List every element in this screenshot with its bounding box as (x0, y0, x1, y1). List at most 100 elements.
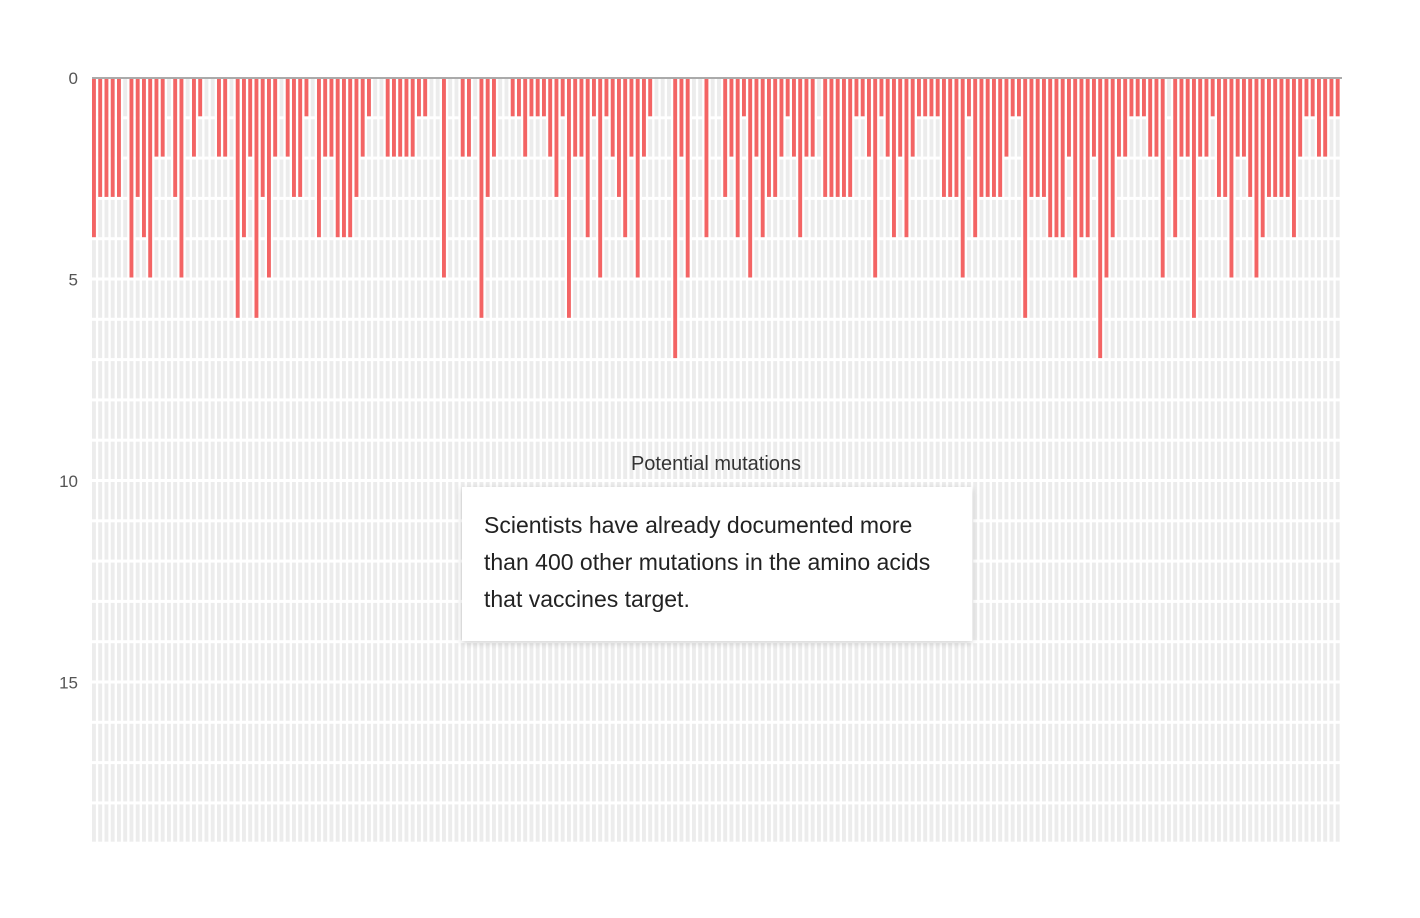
mutation-bar-160 (1085, 79, 1090, 238)
mutation-bar-111 (779, 79, 784, 157)
mutation-bar-68 (510, 79, 515, 117)
mutation-bar-5 (117, 79, 121, 197)
mutation-bar-65 (492, 79, 496, 157)
mutation-bar-25 (242, 79, 246, 238)
mutation-bar-190 (1273, 79, 1278, 197)
mutation-bar-139 (954, 79, 959, 197)
mutation-bar-75 (554, 79, 559, 197)
mutation-bar-146 (998, 79, 1003, 197)
mutation-bar-177 (1192, 79, 1196, 318)
mutation-bar-8 (135, 79, 140, 197)
mutation-bar-37 (317, 79, 321, 238)
mutation-bar-84 (610, 79, 615, 157)
mutation-bar-57 (442, 79, 446, 278)
mutation-bar-143 (979, 79, 984, 197)
mutation-bar-21 (217, 79, 221, 157)
mutation-bar-178 (1198, 79, 1203, 157)
mutation-bar-121 (842, 79, 846, 197)
mutation-bar-166 (1123, 79, 1128, 157)
mutation-bar-61 (467, 79, 471, 157)
mutation-bar-53 (417, 79, 421, 117)
mutation-bar-144 (985, 79, 990, 197)
mutation-bar-15 (179, 79, 184, 278)
mutation-bar-127 (879, 79, 884, 117)
mutation-bar-118 (823, 79, 828, 197)
mutation-bar-185 (1242, 79, 1246, 157)
mutation-bar-116 (810, 79, 815, 157)
mutation-bar-126 (873, 79, 878, 278)
mutation-bar-11 (154, 79, 159, 157)
mutation-bar-71 (529, 79, 534, 117)
mutation-bar-40 (335, 79, 340, 238)
mutation-bar-76 (560, 79, 565, 117)
mutation-bar-51 (404, 79, 409, 157)
mutation-bar-33 (292, 79, 296, 197)
mutation-bar-87 (629, 79, 634, 157)
mutation-bar-189 (1267, 79, 1271, 197)
mutation-bar-109 (767, 79, 771, 197)
mutation-bar-96 (685, 79, 690, 278)
mutation-bar-170 (1148, 79, 1153, 157)
mutation-bar-124 (860, 79, 865, 117)
y-tick-15: 15 (59, 674, 78, 693)
mutation-bar-194 (1298, 79, 1303, 157)
mutation-bar-35 (304, 79, 309, 117)
mutation-bar-164 (1110, 79, 1115, 238)
mutation-bar-137 (942, 79, 946, 197)
mutation-bar-10 (148, 79, 153, 278)
mutation-bar-49 (392, 79, 396, 157)
mutation-bar-128 (885, 79, 890, 157)
mutation-bar-105 (742, 79, 746, 117)
mutation-bar-28 (260, 79, 265, 197)
mutation-bar-26 (248, 79, 253, 157)
mutation-bar-133 (917, 79, 921, 117)
mutation-bar-196 (1310, 79, 1315, 117)
mutation-bar-69 (517, 79, 521, 117)
mutation-bar-99 (704, 79, 709, 238)
mutation-bar-142 (973, 79, 978, 238)
mutation-bar-195 (1304, 79, 1309, 117)
mutation-bar-74 (548, 79, 553, 157)
mutation-bar-159 (1079, 79, 1084, 238)
y-tick-5: 5 (69, 271, 78, 290)
mutation-bar-72 (535, 79, 540, 117)
mutation-bar-130 (898, 79, 903, 157)
mutation-bar-174 (1173, 79, 1178, 238)
mutation-bar-14 (173, 79, 178, 197)
mutation-bar-34 (298, 79, 303, 197)
mutation-bar-83 (604, 79, 609, 117)
mutation-bar-107 (754, 79, 759, 157)
mutation-bar-187 (1254, 79, 1259, 278)
mutation-bar-24 (235, 79, 240, 318)
mutation-bar-148 (1010, 79, 1015, 117)
mutation-bar-113 (792, 79, 796, 157)
mutation-bar-176 (1185, 79, 1190, 157)
mutation-bar-161 (1092, 79, 1096, 157)
mutation-bar-22 (223, 79, 228, 157)
mutation-bar-41 (342, 79, 346, 238)
mutation-bar-4 (110, 79, 115, 197)
mutation-bar-199 (1329, 79, 1334, 117)
mutation-bar-152 (1035, 79, 1040, 197)
mutation-bar-85 (617, 79, 621, 197)
mutation-bar-104 (735, 79, 740, 238)
mutation-bar-82 (598, 79, 603, 278)
mutation-bar-12 (160, 79, 165, 157)
mutation-bar-171 (1154, 79, 1159, 157)
mutation-bar-7 (129, 79, 134, 278)
mutation-bar-3 (104, 79, 109, 197)
mutation-bar-94 (673, 79, 678, 359)
mutation-bar-165 (1117, 79, 1121, 157)
mutation-bar-191 (1279, 79, 1284, 197)
mutation-bar-188 (1260, 79, 1265, 238)
mutation-bar-2 (98, 79, 103, 197)
mutation-bar-162 (1098, 79, 1103, 359)
mutation-bar-125 (867, 79, 871, 157)
y-tick-10: 10 (59, 472, 78, 491)
mutation-bar-192 (1285, 79, 1290, 197)
mutation-bar-193 (1292, 79, 1296, 238)
mutation-bar-64 (485, 79, 490, 197)
mutation-bar-120 (835, 79, 840, 197)
mutation-bar-135 (929, 79, 934, 117)
mutation-bar-181 (1217, 79, 1221, 197)
